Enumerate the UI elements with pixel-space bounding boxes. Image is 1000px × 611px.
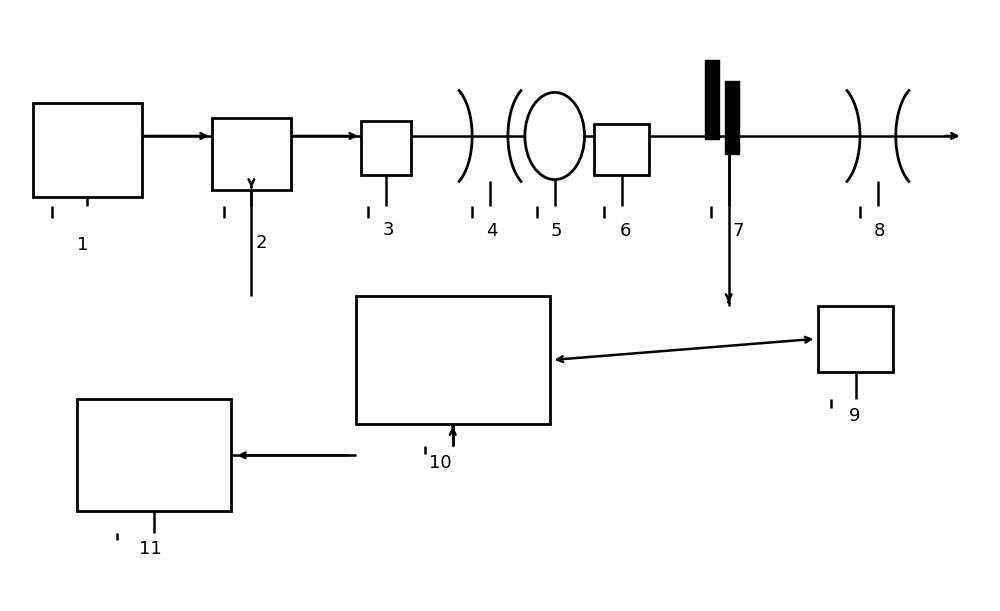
Text: 3: 3 [383, 221, 394, 239]
Text: 2: 2 [256, 234, 267, 252]
Polygon shape [725, 81, 739, 154]
Text: 5: 5 [551, 222, 562, 240]
Text: 1: 1 [77, 236, 88, 254]
Ellipse shape [525, 92, 585, 180]
Text: 7: 7 [733, 222, 744, 240]
Text: 6: 6 [620, 222, 631, 240]
Bar [818, 306, 893, 372]
Text: 9: 9 [849, 406, 861, 425]
Text: 4: 4 [486, 222, 498, 240]
Polygon shape [705, 60, 719, 139]
Bar [33, 103, 142, 197]
Bar [361, 121, 411, 175]
Text: 10: 10 [429, 454, 452, 472]
Text: 8: 8 [874, 222, 886, 240]
Text: 11: 11 [139, 540, 161, 558]
Bar [77, 400, 231, 511]
Bar [356, 296, 550, 423]
Bar [212, 118, 291, 191]
Bar [594, 124, 649, 175]
